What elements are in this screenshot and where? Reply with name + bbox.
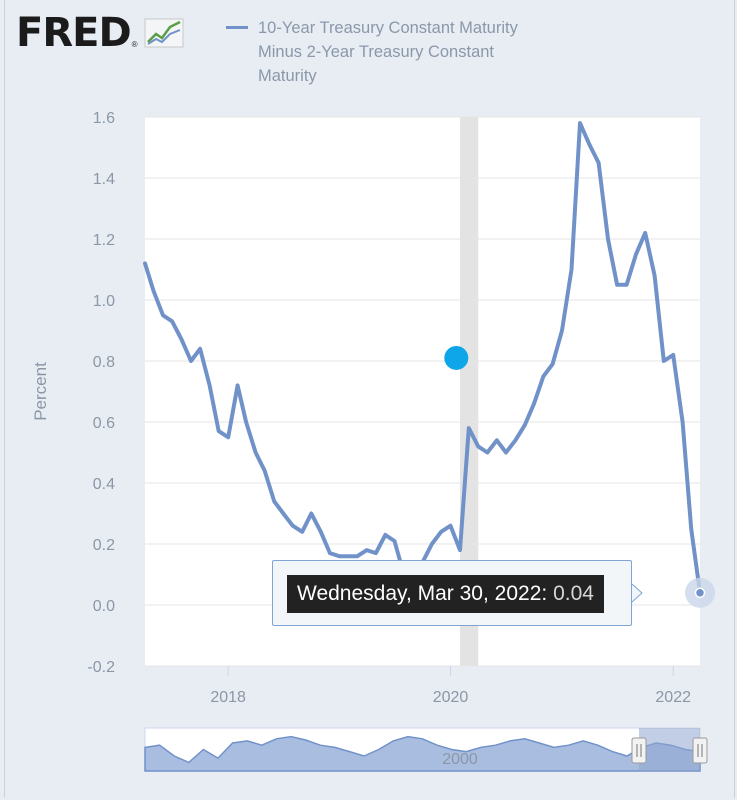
handle-body <box>631 737 647 764</box>
y-tick-label: 0.6 <box>93 415 115 432</box>
brand-name: FRED <box>16 10 132 56</box>
registered-mark: ® <box>131 39 138 49</box>
fred-logo[interactable]: FRED ® <box>16 10 184 56</box>
tooltip: Wednesday, Mar 30, 2022: 0.04 <box>272 560 632 626</box>
highlight-marker <box>444 345 469 370</box>
y-tick-label: 1.4 <box>93 171 115 188</box>
tooltip-arrow <box>631 583 643 603</box>
tooltip-value: 0.04 <box>553 582 594 605</box>
chart-legend[interactable]: 10-Year Treasury Constant Maturity Minus… <box>226 16 548 88</box>
navigator-label: 2000 <box>442 751 478 768</box>
y-tick-label: -0.2 <box>87 659 115 676</box>
recession-band <box>459 117 479 666</box>
range-handle-icon[interactable] <box>631 737 647 764</box>
handle-body <box>692 737 708 764</box>
chart-line-icon <box>144 18 184 48</box>
legend-swatch <box>226 26 248 29</box>
tooltip-date: Wednesday, Mar 30, 2022: <box>297 582 548 605</box>
x-tick-label: 2020 <box>433 689 469 706</box>
y-tick-label: 0.4 <box>93 476 115 493</box>
navigator-series <box>144 735 701 772</box>
y-tick-label: 0.8 <box>93 354 115 371</box>
legend-series-label: 10-Year Treasury Constant Maturity Minus… <box>258 19 518 85</box>
y-tick-label: 0.0 <box>93 598 115 615</box>
y-tick-label: 1.0 <box>93 293 115 310</box>
y-tick-label: 0.2 <box>93 537 115 554</box>
range-handle-icon[interactable] <box>692 737 708 764</box>
hover-point <box>694 587 706 599</box>
x-tick-label: 2022 <box>655 689 691 706</box>
y-tick-label: 1.6 <box>93 110 115 127</box>
tooltip-box: Wednesday, Mar 30, 2022: 0.04 <box>287 575 604 613</box>
navigator-selection <box>639 728 700 771</box>
y-tick-label: 1.2 <box>93 232 115 249</box>
y-axis-label: Percent <box>31 362 50 421</box>
x-tick-label: 2018 <box>210 689 246 706</box>
